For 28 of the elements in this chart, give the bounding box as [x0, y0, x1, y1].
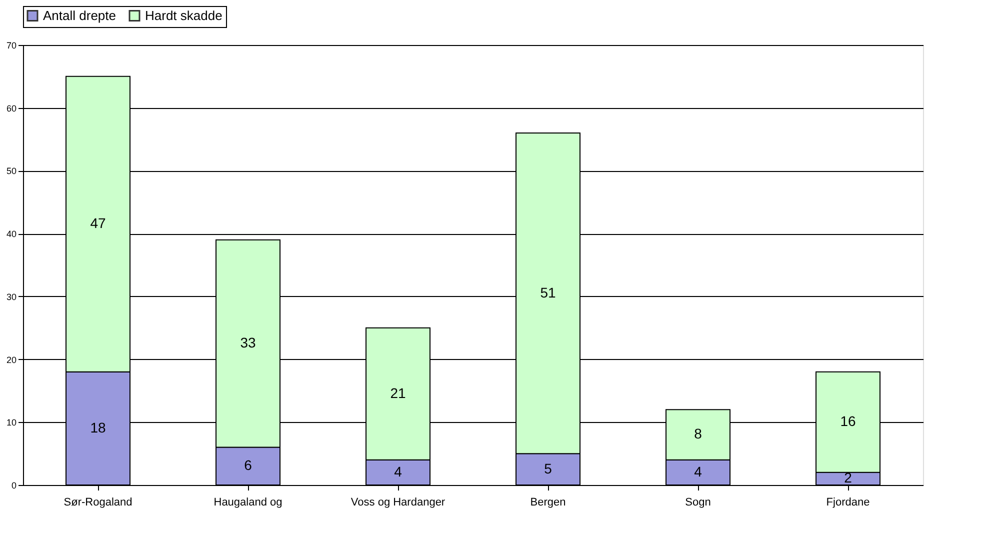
y-tick-label: 50: [6, 166, 16, 176]
y-tick-label: 20: [6, 354, 16, 365]
x-tick-label: Haugaland og: [214, 496, 282, 508]
data-label: 18: [90, 419, 106, 436]
x-tick-label: Fjordane: [826, 496, 870, 508]
data-label: 8: [694, 426, 702, 442]
y-tick-label: 60: [6, 103, 16, 114]
y-tick-label: 30: [6, 292, 16, 302]
y-tick-label: 70: [6, 40, 16, 50]
data-label: 5: [544, 460, 552, 476]
y-tick-label: 0: [11, 480, 16, 490]
data-label: 51: [540, 284, 556, 300]
x-tick-label: Voss og Hardanger: [350, 496, 446, 508]
y-tick-label: 40: [6, 229, 16, 240]
x-tick-label: Sør-Rogaland: [64, 496, 132, 508]
data-label: 6: [244, 457, 252, 474]
data-label: 2: [844, 470, 852, 486]
data-label: 4: [694, 463, 702, 480]
data-label: 21: [390, 384, 406, 401]
x-tick-label: Bergen: [530, 496, 566, 508]
data-label: 4: [394, 463, 402, 480]
x-tick-label: Sogn: [685, 496, 711, 508]
legend-label: Hardt skadde: [145, 8, 222, 23]
data-label: 33: [240, 334, 256, 351]
data-label: 47: [90, 215, 106, 232]
y-tick-label: 10: [6, 418, 16, 428]
data-label: 16: [840, 413, 856, 430]
legend-label: Antall drepte: [43, 8, 116, 23]
